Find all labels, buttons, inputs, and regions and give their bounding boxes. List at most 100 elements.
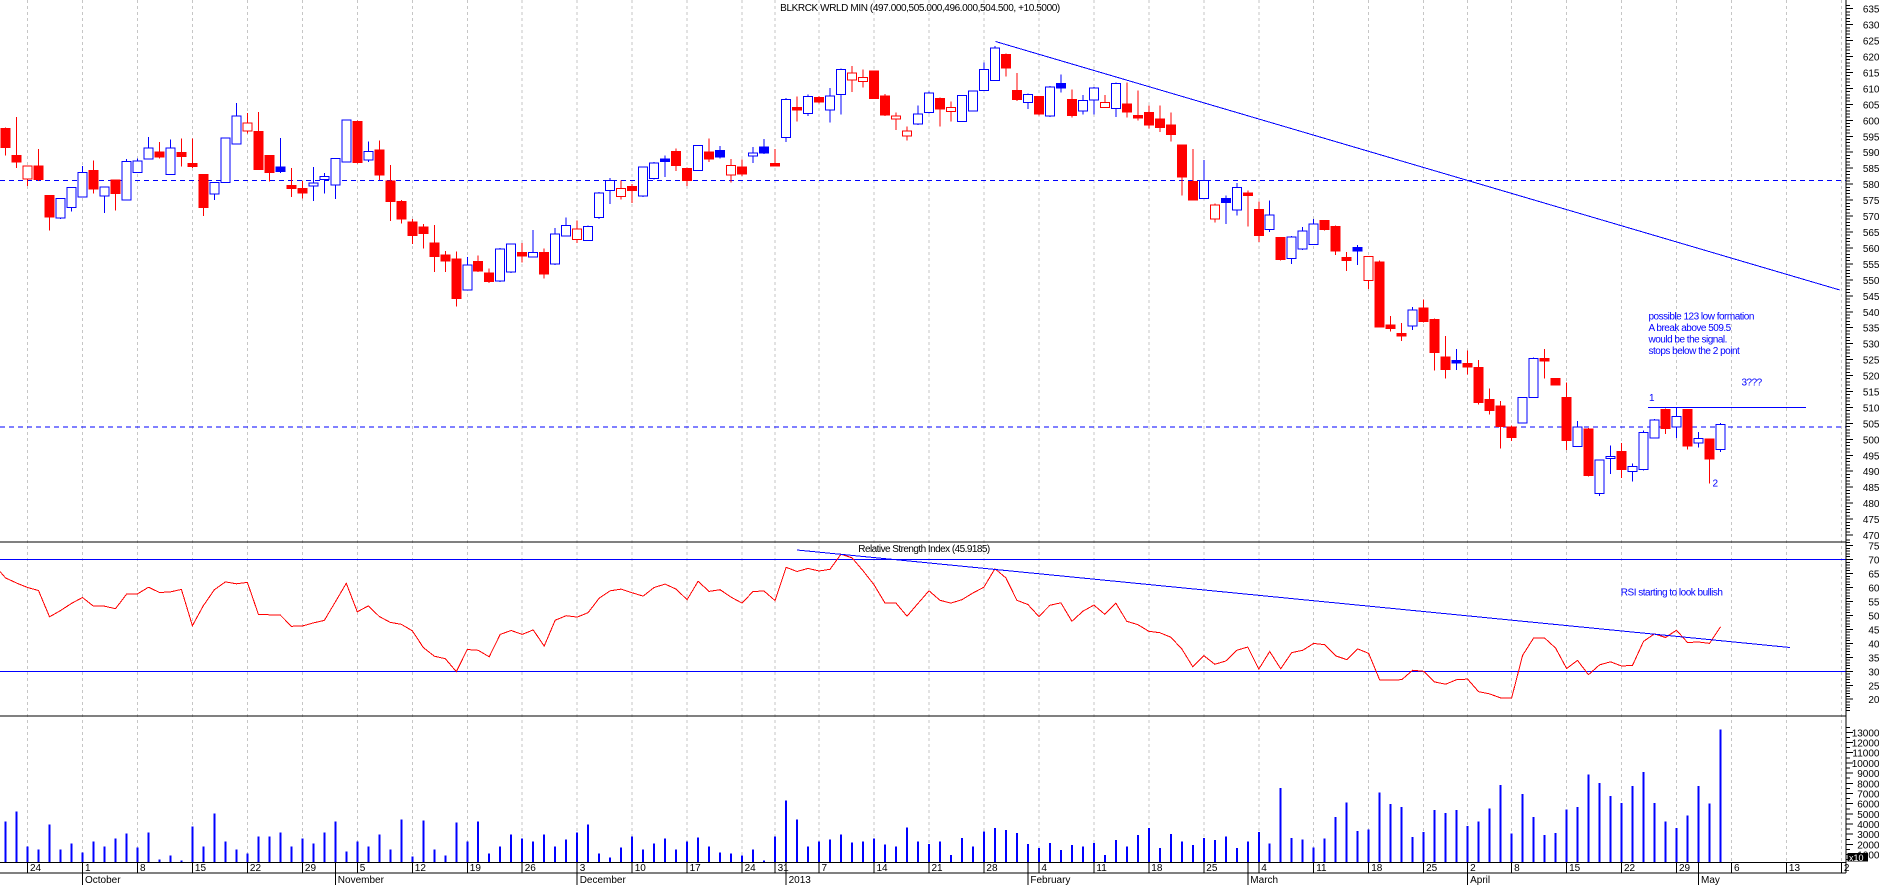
svg-text:24: 24 <box>30 863 42 874</box>
svg-text:12: 12 <box>415 863 427 874</box>
svg-text:October: October <box>85 875 121 885</box>
svg-text:December: December <box>580 875 627 885</box>
svg-text:590: 590 <box>1863 148 1880 159</box>
svg-text:555: 555 <box>1863 260 1880 271</box>
svg-text:610: 610 <box>1863 85 1880 96</box>
svg-text:A break above 509.5: A break above 509.5 <box>1649 323 1732 334</box>
svg-text:565: 565 <box>1863 228 1880 239</box>
svg-text:515: 515 <box>1863 388 1880 399</box>
svg-text:3000: 3000 <box>1857 830 1880 841</box>
svg-text:12000: 12000 <box>1852 739 1880 750</box>
svg-text:November: November <box>338 875 385 885</box>
svg-text:20: 20 <box>1868 695 1880 706</box>
svg-text:600: 600 <box>1863 116 1880 127</box>
svg-text:25: 25 <box>1206 863 1218 874</box>
svg-text:560: 560 <box>1863 244 1880 255</box>
svg-text:17: 17 <box>690 863 702 874</box>
svg-text:11000: 11000 <box>1852 749 1880 760</box>
svg-text:615: 615 <box>1863 69 1880 80</box>
svg-text:550: 550 <box>1863 276 1880 287</box>
svg-text:15: 15 <box>195 863 207 874</box>
svg-text:50: 50 <box>1868 611 1880 622</box>
svg-text:22: 22 <box>250 863 262 874</box>
svg-text:x10: x10 <box>1849 853 1864 863</box>
svg-text:would be the signal.: would be the signal. <box>1648 335 1727 346</box>
svg-text:490: 490 <box>1863 467 1880 478</box>
svg-text:Relative Strength Index (45.91: Relative Strength Index (45.9185) <box>858 544 990 555</box>
svg-text:480: 480 <box>1863 499 1880 510</box>
svg-text:500: 500 <box>1863 435 1880 446</box>
svg-text:470: 470 <box>1863 531 1880 542</box>
svg-text:31: 31 <box>778 863 790 874</box>
svg-text:2: 2 <box>1470 863 1476 874</box>
svg-text:13: 13 <box>1789 863 1801 874</box>
svg-text:6: 6 <box>1734 863 1740 874</box>
svg-text:525: 525 <box>1863 356 1880 367</box>
svg-text:40: 40 <box>1868 639 1880 650</box>
svg-text:475: 475 <box>1863 515 1880 526</box>
svg-text:15: 15 <box>1569 863 1581 874</box>
svg-text:11: 11 <box>1316 863 1327 874</box>
svg-text:8: 8 <box>140 863 146 874</box>
svg-text:2: 2 <box>1713 479 1719 490</box>
svg-text:February: February <box>1030 875 1070 885</box>
svg-text:535: 535 <box>1863 324 1880 335</box>
svg-text:30: 30 <box>1868 667 1880 678</box>
svg-text:1000: 1000 <box>1857 851 1880 862</box>
svg-text:35: 35 <box>1868 653 1880 664</box>
svg-text:70: 70 <box>1868 556 1880 567</box>
svg-text:620: 620 <box>1863 53 1880 64</box>
svg-text:595: 595 <box>1863 132 1880 143</box>
svg-text:570: 570 <box>1863 212 1880 223</box>
svg-text:485: 485 <box>1863 483 1880 494</box>
svg-text:625: 625 <box>1863 37 1880 48</box>
svg-text:29: 29 <box>305 863 317 874</box>
svg-text:580: 580 <box>1863 180 1880 191</box>
svg-text:6000: 6000 <box>1857 800 1880 811</box>
svg-text:3???: 3??? <box>1742 378 1763 389</box>
svg-text:possible 123 low formation: possible 123 low formation <box>1649 312 1754 323</box>
svg-text:18: 18 <box>1151 863 1163 874</box>
svg-text:5000: 5000 <box>1857 810 1880 821</box>
svg-text:10: 10 <box>635 863 647 874</box>
svg-text:45: 45 <box>1868 625 1880 636</box>
svg-text:28: 28 <box>986 863 998 874</box>
svg-text:8: 8 <box>1514 863 1520 874</box>
svg-text:BLKRCK WRLD MIN (497.000,505.0: BLKRCK WRLD MIN (497.000,505.000,496.000… <box>780 3 1060 14</box>
svg-text:3: 3 <box>580 863 586 874</box>
svg-text:510: 510 <box>1863 403 1880 414</box>
svg-text:630: 630 <box>1863 21 1880 32</box>
svg-text:25: 25 <box>1868 681 1880 692</box>
svg-text:March: March <box>1250 875 1278 885</box>
svg-text:8000: 8000 <box>1857 779 1880 790</box>
svg-text:April: April <box>1470 875 1490 885</box>
svg-text:7: 7 <box>822 863 828 874</box>
svg-text:May: May <box>1701 875 1720 885</box>
svg-text:13000: 13000 <box>1852 728 1880 739</box>
svg-text:5: 5 <box>360 863 366 874</box>
svg-text:495: 495 <box>1863 451 1880 462</box>
svg-text:26: 26 <box>525 863 537 874</box>
svg-text:11: 11 <box>1096 863 1107 874</box>
svg-text:2013: 2013 <box>789 875 812 885</box>
svg-text:24: 24 <box>745 863 757 874</box>
svg-text:29: 29 <box>1679 863 1691 874</box>
svg-text:540: 540 <box>1863 308 1880 319</box>
svg-text:10000: 10000 <box>1852 759 1880 770</box>
svg-text:2000: 2000 <box>1857 840 1880 851</box>
svg-text:2: 2 <box>1844 863 1850 874</box>
svg-text:22: 22 <box>1624 863 1636 874</box>
svg-text:635: 635 <box>1863 5 1880 16</box>
svg-text:55: 55 <box>1868 597 1880 608</box>
svg-text:4: 4 <box>1041 863 1047 874</box>
svg-text:605: 605 <box>1863 100 1880 111</box>
svg-text:60: 60 <box>1868 584 1880 595</box>
svg-text:21: 21 <box>932 863 944 874</box>
svg-text:585: 585 <box>1863 164 1880 175</box>
svg-text:7000: 7000 <box>1857 790 1880 801</box>
svg-text:18: 18 <box>1371 863 1383 874</box>
svg-text:4000: 4000 <box>1857 820 1880 831</box>
svg-text:520: 520 <box>1863 372 1880 383</box>
svg-text:1: 1 <box>85 863 91 874</box>
svg-text:4: 4 <box>1261 863 1267 874</box>
